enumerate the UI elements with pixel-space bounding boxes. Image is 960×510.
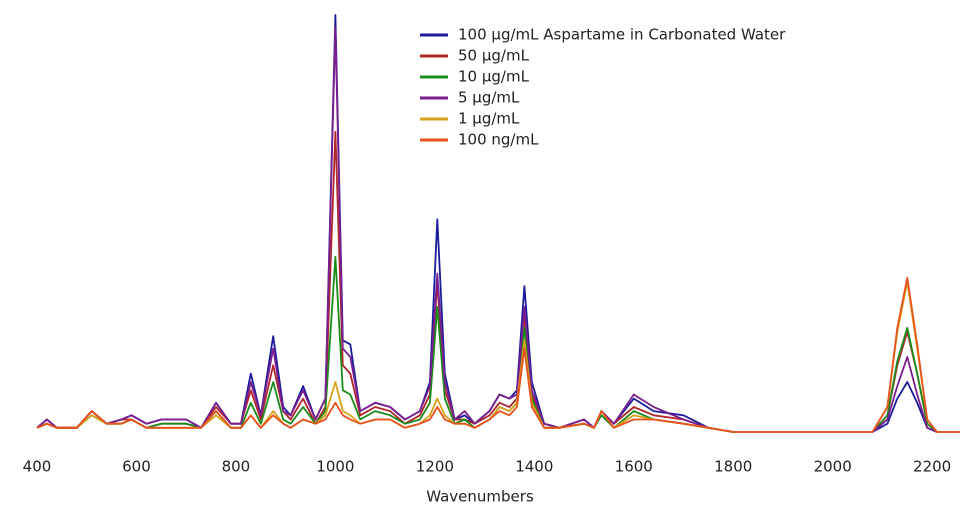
spectrum-line <box>36 130 960 433</box>
x-tick-label: 1400 <box>515 458 553 476</box>
x-tick-label: 2200 <box>913 458 951 476</box>
legend-label: 50 µg/mL <box>458 47 530 65</box>
legend-label: 100 ng/mL <box>458 131 539 149</box>
x-tick-label: 600 <box>122 458 151 476</box>
x-tick-label: 2000 <box>814 458 852 476</box>
legend-label: 5 µg/mL <box>458 89 520 107</box>
x-tick-label: 800 <box>222 458 251 476</box>
legend-label: 1 µg/mL <box>458 110 520 128</box>
x-axis-label: Wavenumbers <box>426 488 534 506</box>
legend-label: 10 µg/mL <box>458 68 530 86</box>
spectrum-line <box>36 276 960 433</box>
legend-label: 100 µg/mL Aspartame in Carbonated Water <box>458 26 786 44</box>
x-tick-label: 1600 <box>615 458 653 476</box>
spectrum-line <box>36 281 960 433</box>
x-tick-label: 1000 <box>316 458 354 476</box>
spectrum-line <box>36 255 960 433</box>
x-tick-label: 1800 <box>714 458 752 476</box>
x-tick-label: 400 <box>23 458 52 476</box>
x-tick-label: 1200 <box>416 458 454 476</box>
